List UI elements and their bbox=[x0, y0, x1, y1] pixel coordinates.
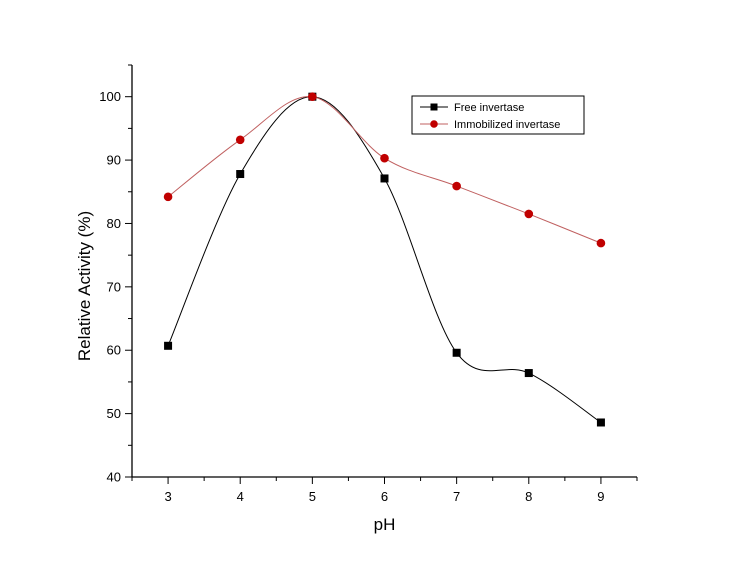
data-point-circle bbox=[452, 181, 461, 191]
y-tick-label: 80 bbox=[107, 216, 121, 231]
x-tick-label: 9 bbox=[597, 489, 604, 504]
y-tick-label: 70 bbox=[107, 279, 121, 294]
data-point-circle bbox=[380, 153, 389, 163]
data-point-circle bbox=[524, 209, 534, 219]
data-point-square bbox=[596, 418, 605, 427]
y-tick-label: 40 bbox=[107, 470, 121, 485]
data-point-circle bbox=[308, 92, 317, 101]
data-point-circle bbox=[163, 192, 173, 202]
x-tick-label: 5 bbox=[309, 489, 316, 504]
data-point-square bbox=[524, 369, 533, 378]
legend-label-1: Immobilized invertase bbox=[454, 119, 560, 131]
legend: Free invertase Immobilized invertase bbox=[411, 95, 585, 135]
y-tick-label: 60 bbox=[107, 343, 121, 358]
legend-marker-circle bbox=[430, 120, 438, 128]
x-tick-label: 8 bbox=[525, 489, 532, 504]
x-tick-label: 3 bbox=[164, 489, 171, 504]
y-tick-label: 100 bbox=[99, 89, 121, 104]
x-tick-label: 7 bbox=[453, 489, 460, 504]
legend-box bbox=[411, 95, 585, 135]
x-tick-label: 4 bbox=[237, 489, 244, 504]
x-axis-title: pH bbox=[374, 515, 396, 534]
data-point-square bbox=[164, 341, 173, 350]
data-point-circle bbox=[596, 238, 606, 248]
data-point-circle bbox=[235, 135, 245, 145]
data-point-square bbox=[452, 348, 461, 357]
series-markers bbox=[163, 92, 606, 427]
data-point-square bbox=[380, 174, 389, 183]
legend-marker-square bbox=[430, 103, 438, 111]
axes: 40 50 60 70 80 90 100 3 4 5 6 7 8 9 bbox=[99, 64, 638, 504]
y-axis-title: Relative Activity (%) bbox=[75, 211, 94, 361]
y-tick-label: 90 bbox=[107, 153, 121, 168]
y-tick-label: 50 bbox=[107, 406, 121, 421]
x-tick-label: 6 bbox=[381, 489, 388, 504]
data-point-square bbox=[236, 170, 245, 179]
legend-label-0: Free invertase bbox=[454, 102, 524, 114]
